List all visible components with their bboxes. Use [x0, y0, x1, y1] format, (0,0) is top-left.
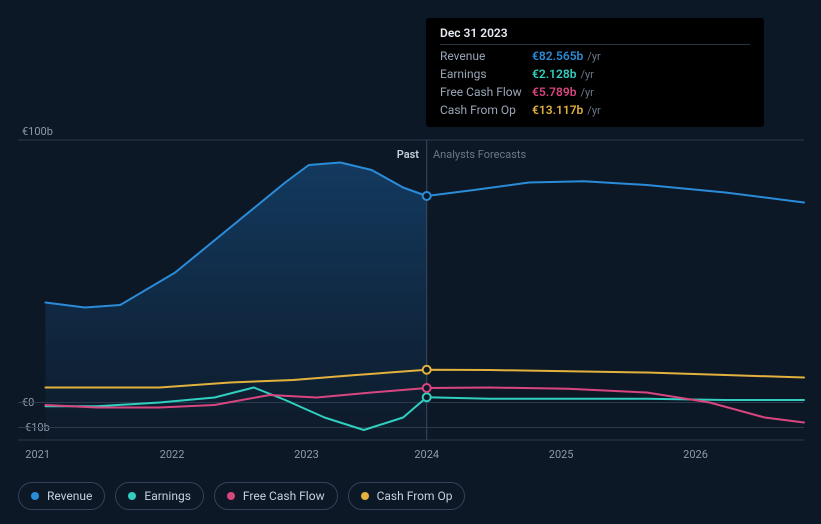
tooltip-row-unit: /yr — [580, 86, 593, 99]
tooltip-row-unit: /yr — [580, 68, 593, 81]
tooltip-date: Dec 31 2023 — [440, 26, 750, 45]
legend-label: Free Cash Flow — [243, 489, 325, 503]
legend-dot-icon — [128, 492, 136, 500]
legend-label: Earnings — [144, 489, 191, 503]
tooltip-row-label: Revenue — [440, 49, 532, 63]
tooltip-row-label: Earnings — [440, 67, 532, 81]
financials-chart-container: Dec 31 2023 Revenue€82.565b/yrEarnings€2… — [0, 0, 821, 524]
tooltip-row-value: €2.128b — [532, 67, 576, 81]
tooltip-rows: Revenue€82.565b/yrEarnings€2.128b/yrFree… — [440, 45, 750, 117]
legend-dot-icon — [31, 492, 39, 500]
x-tick-label: 2021 — [25, 448, 50, 461]
tooltip-row-value: €5.789b — [532, 85, 576, 99]
tooltip-row-label: Free Cash Flow — [440, 85, 532, 99]
tooltip-row: Earnings€2.128b/yr — [440, 63, 750, 81]
tooltip-row: Free Cash Flow€5.789b/yr — [440, 81, 750, 99]
chart-tooltip: Dec 31 2023 Revenue€82.565b/yrEarnings€2… — [426, 18, 764, 127]
tooltip-row: Revenue€82.565b/yr — [440, 45, 750, 63]
x-axis-labels: 2021 2022 2023 2024 2025 2026 — [18, 448, 804, 468]
tooltip-row-label: Cash From Op — [440, 103, 532, 117]
past-area-fill — [46, 163, 427, 441]
legend-dot-icon — [361, 492, 369, 500]
legend-dot-icon — [227, 492, 235, 500]
chart-legend: Revenue Earnings Free Cash Flow Cash From O… — [18, 482, 465, 510]
tooltip-row: Cash From Op€13.117b/yr — [440, 99, 750, 117]
series-marker-fcf — [423, 384, 431, 392]
x-tick-label: 2023 — [294, 448, 319, 461]
x-tick-label: 2025 — [549, 448, 574, 461]
series-marker-revenue — [423, 192, 431, 200]
tooltip-row-unit: /yr — [587, 104, 600, 117]
legend-toggle-earnings[interactable]: Earnings — [115, 482, 204, 510]
x-tick-label: 2022 — [160, 448, 185, 461]
legend-toggle-fcf[interactable]: Free Cash Flow — [214, 482, 338, 510]
x-tick-label: 2024 — [414, 448, 439, 461]
legend-toggle-revenue[interactable]: Revenue — [18, 482, 105, 510]
x-tick-label: 2026 — [683, 448, 708, 461]
legend-label: Revenue — [47, 489, 92, 503]
y-tick-label: €100b — [22, 125, 53, 138]
tooltip-row-unit: /yr — [587, 50, 600, 63]
legend-toggle-cfo[interactable]: Cash From Op — [348, 482, 466, 510]
legend-label: Cash From Op — [377, 489, 453, 503]
tooltip-row-value: €13.117b — [532, 103, 583, 117]
tooltip-row-value: €82.565b — [532, 49, 583, 63]
chart-plot[interactable] — [18, 140, 804, 440]
series-marker-cfo — [423, 366, 431, 374]
series-marker-earnings — [423, 393, 431, 401]
